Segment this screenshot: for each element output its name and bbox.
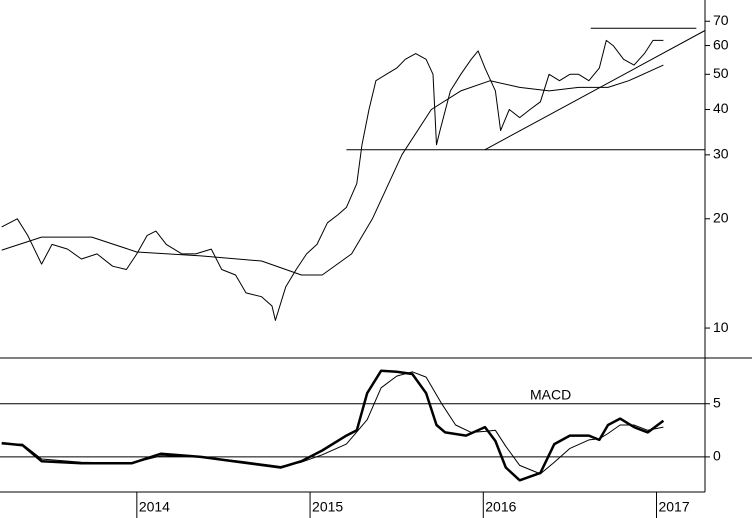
x-tick-label: 2015 [312,499,343,515]
y-tick-label: 10 [713,319,729,335]
x-tick-label: 2016 [485,499,516,515]
reference-line [484,30,706,151]
x-tick-label: 2014 [139,499,170,515]
series-line [1,369,665,482]
x-tick-label: 2017 [658,499,689,515]
series-line [1,64,664,276]
y-tick-label: 60 [713,36,729,52]
y-tick-label: 70 [713,12,729,28]
macd-label: MACD [530,387,571,403]
y-tick-label: 20 [713,209,729,225]
y-tick-label: 40 [713,100,729,116]
y-tick-label: 0 [713,448,721,464]
series-line [1,39,664,321]
y-tick-label: 30 [713,146,729,162]
y-tick-label: 50 [713,65,729,81]
y-tick-label: 5 [713,394,721,410]
series-line [1,371,664,475]
